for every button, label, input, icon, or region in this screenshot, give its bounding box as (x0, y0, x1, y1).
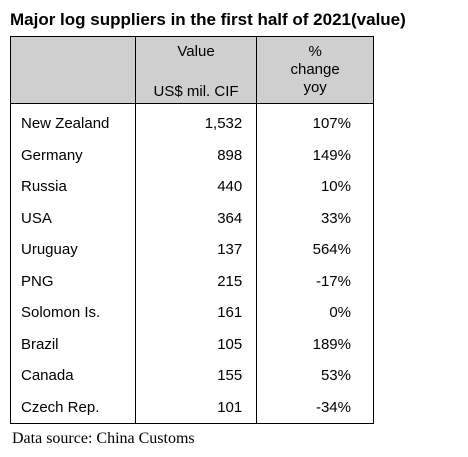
log-suppliers-table: Value US$ mil. CIF % change yoy New Zeal… (10, 36, 374, 424)
value-cell: 1,532 (134, 103, 258, 140)
table-row: Czech Rep. 101 -34% (10, 391, 374, 424)
change-cell: 53% (256, 360, 374, 392)
change-cell: 107% (256, 103, 374, 140)
change-cell: 0% (256, 297, 374, 329)
country-cell: Uruguay (10, 234, 136, 266)
change-header-line3: yoy (303, 79, 327, 96)
change-cell: 10% (256, 171, 374, 203)
country-cell: Canada (10, 360, 136, 392)
change-cell: -17% (256, 265, 374, 297)
change-cell: 33% (256, 202, 374, 234)
data-source-note: Data source: China Customs (12, 430, 195, 447)
table-row: Brazil 105 189% (10, 328, 374, 360)
country-header (10, 36, 136, 104)
table-row: Canada 155 53% (10, 360, 374, 392)
change-cell: 149% (256, 139, 374, 171)
value-header: Value US$ mil. CIF (134, 36, 258, 104)
change-header-line1: % (308, 43, 322, 60)
change-cell: 189% (256, 328, 374, 360)
country-cell: PNG (10, 265, 136, 297)
country-cell: Germany (10, 139, 136, 171)
value-cell: 155 (134, 360, 258, 392)
table-row: Germany 898 149% (10, 139, 374, 171)
value-cell: 137 (134, 234, 258, 266)
value-cell: 105 (134, 328, 258, 360)
table-row: Russia 440 10% (10, 171, 374, 203)
value-header-line1: Value (177, 43, 215, 60)
country-cell: USA (10, 202, 136, 234)
value-cell: 440 (134, 171, 258, 203)
country-cell: Solomon Is. (10, 297, 136, 329)
country-cell: Brazil (10, 328, 136, 360)
country-cell: New Zealand (10, 103, 136, 140)
country-cell: Russia (10, 171, 136, 203)
table-row: PNG 215 -17% (10, 265, 374, 297)
table-row: USA 364 33% (10, 202, 374, 234)
change-header: % change yoy (256, 36, 374, 104)
change-header-line2: change (290, 61, 340, 78)
value-cell: 161 (134, 297, 258, 329)
value-cell: 215 (134, 265, 258, 297)
change-cell: 564% (256, 234, 374, 266)
table-row: Solomon Is. 161 0% (10, 297, 374, 329)
table-title: Major log suppliers in the first half of… (10, 10, 406, 29)
value-header-line2: US$ mil. CIF (153, 83, 239, 100)
value-cell: 101 (134, 391, 258, 424)
table-row: New Zealand 1,532 107% (10, 103, 374, 140)
value-cell: 898 (134, 139, 258, 171)
header-row: Value US$ mil. CIF % change yoy (10, 36, 374, 104)
value-cell: 364 (134, 202, 258, 234)
table-row: Uruguay 137 564% (10, 234, 374, 266)
country-cell: Czech Rep. (10, 391, 136, 424)
change-cell: -34% (256, 391, 374, 424)
